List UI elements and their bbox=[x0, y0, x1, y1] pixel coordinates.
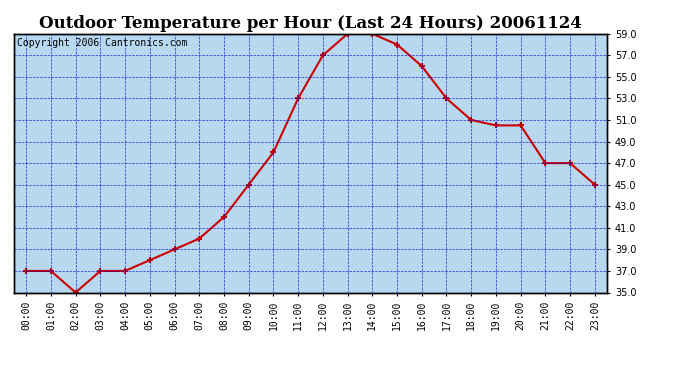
Title: Outdoor Temperature per Hour (Last 24 Hours) 20061124: Outdoor Temperature per Hour (Last 24 Ho… bbox=[39, 15, 582, 32]
Text: Copyright 2006 Cantronics.com: Copyright 2006 Cantronics.com bbox=[17, 38, 187, 48]
